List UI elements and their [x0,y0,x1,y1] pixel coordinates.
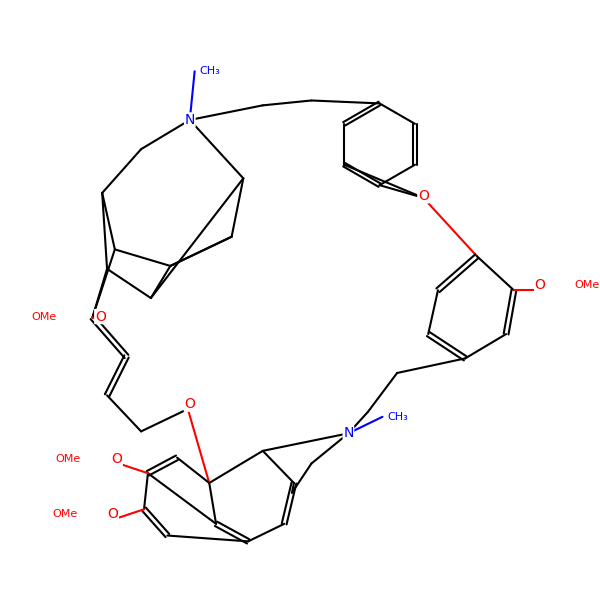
Text: OMe: OMe [53,509,78,519]
Text: O: O [418,189,429,203]
Text: N: N [343,427,353,440]
Text: O: O [95,310,106,323]
Text: CH₃: CH₃ [388,412,408,422]
Text: N: N [185,113,195,127]
Text: OMe: OMe [56,454,81,464]
Text: CH₃: CH₃ [200,66,220,76]
Text: O: O [112,452,122,466]
Text: O: O [184,397,195,411]
Text: O: O [107,507,118,521]
Text: O: O [535,278,545,292]
Text: OMe: OMe [574,280,599,290]
Text: OMe: OMe [31,311,56,322]
